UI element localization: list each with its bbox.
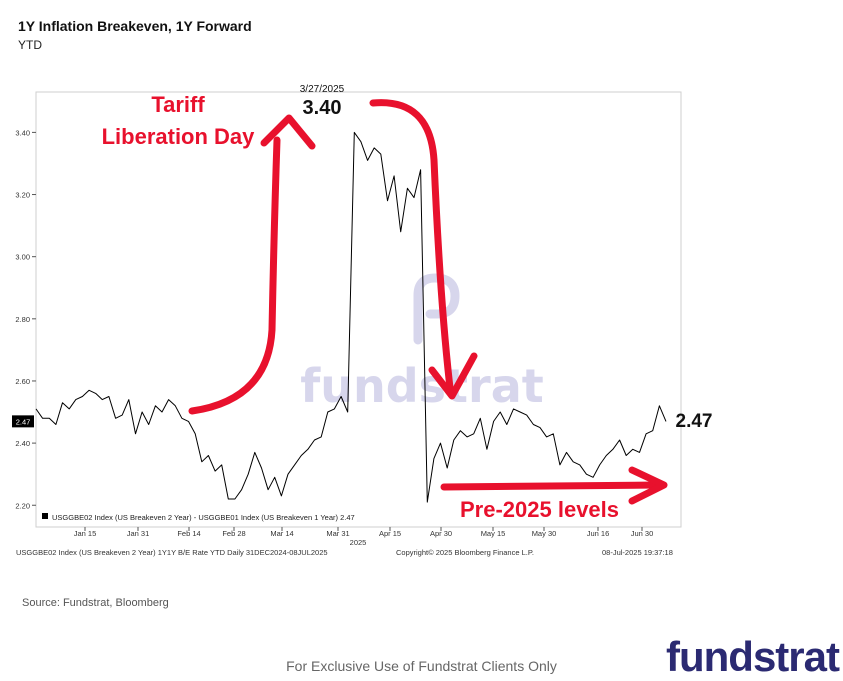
bloomberg-timestamp: 08-Jul-2025 19:37:18 bbox=[602, 548, 673, 557]
x-tick-label: Apr 15 bbox=[379, 529, 401, 538]
x-tick-label: Mar 14 bbox=[270, 529, 293, 538]
source-note: Source: Fundstrat, Bloomberg bbox=[22, 597, 169, 609]
arrow-right-head bbox=[628, 466, 668, 505]
y-tick-label: 3.00 bbox=[15, 253, 30, 262]
annotation-liberation-day: Liberation Day bbox=[102, 124, 256, 149]
last-value-tag: 2.47 bbox=[16, 417, 31, 426]
legend-swatch bbox=[42, 513, 48, 519]
x-tick-label: May 30 bbox=[532, 529, 557, 538]
x-tick-label: Jun 30 bbox=[631, 529, 654, 538]
watermark-text: fundstrat bbox=[300, 359, 544, 413]
x-tick-label: Mar 31 bbox=[326, 529, 349, 538]
y-tick-label: 3.40 bbox=[15, 128, 30, 137]
x-tick-label: Jun 16 bbox=[587, 529, 610, 538]
plot-frame bbox=[35, 91, 682, 528]
legend-label: USGGBE02 Index (US Breakeven 2 Year) - U… bbox=[52, 513, 355, 522]
y-tick-label: 3.20 bbox=[15, 191, 30, 200]
x-tick-label: Jan 15 bbox=[74, 529, 97, 538]
arrow-down-shaft bbox=[369, 99, 454, 392]
x-tick-label: Apr 30 bbox=[430, 529, 452, 538]
x-year-label: 2025 bbox=[350, 538, 367, 547]
arrow-down-head bbox=[428, 352, 478, 400]
y-tick-label: 2.20 bbox=[15, 501, 30, 510]
y-tick-label: 2.80 bbox=[15, 315, 30, 324]
bloomberg-footer-left: USGGBE02 Index (US Breakeven 2 Year) 1Y1… bbox=[16, 548, 328, 557]
fundstrat-logo: fundstrat bbox=[666, 633, 840, 680]
x-tick-label: May 15 bbox=[481, 529, 506, 538]
arrow-right-shaft bbox=[440, 481, 661, 491]
y-tick-label: 2.60 bbox=[15, 377, 30, 386]
annotation-pre2025: Pre-2025 levels bbox=[460, 497, 619, 522]
annotation-peak-date: 3/27/2025 bbox=[300, 84, 345, 95]
annotation-tariff: Tariff bbox=[151, 92, 205, 117]
annotation-end-value: 2.47 bbox=[676, 411, 713, 432]
exclusive-note: For Exclusive Use of Fundstrat Clients O… bbox=[286, 658, 557, 674]
annotation-peak-value: 3.40 bbox=[303, 97, 342, 119]
bloomberg-copyright: Copyright© 2025 Bloomberg Finance L.P. bbox=[396, 548, 534, 557]
x-tick-label: Jan 31 bbox=[127, 529, 150, 538]
last-value-tag-box bbox=[12, 415, 34, 428]
y-tick-label: 2.40 bbox=[15, 439, 30, 448]
arrow-up-head bbox=[260, 114, 316, 150]
chart-subtitle: YTD bbox=[18, 38, 42, 52]
arrow-up-shaft bbox=[188, 136, 281, 415]
x-tick-label: Feb 28 bbox=[222, 529, 245, 538]
series-line bbox=[35, 131, 667, 503]
watermark-icon bbox=[413, 273, 460, 345]
chart-title: 1Y Inflation Breakeven, 1Y Forward bbox=[18, 18, 252, 34]
x-tick-label: Feb 14 bbox=[177, 529, 200, 538]
